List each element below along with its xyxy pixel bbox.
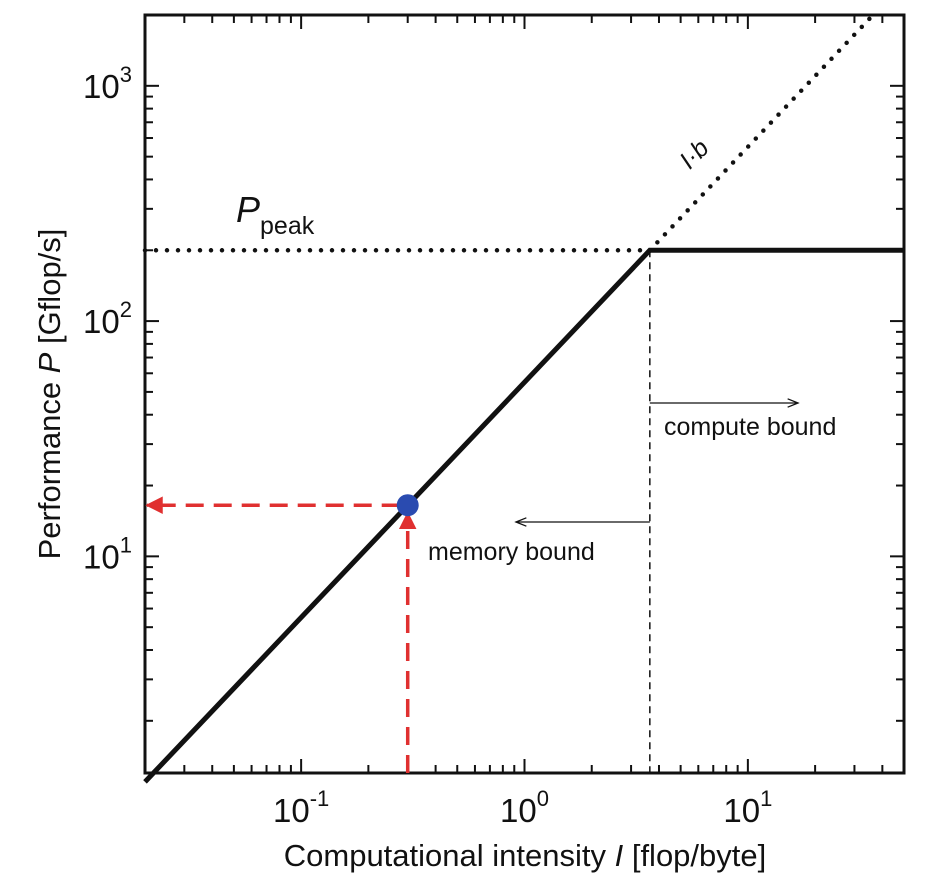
x-tick-label: 10-1 <box>273 786 329 829</box>
y-tick-label: 102 <box>83 297 132 340</box>
guide-lines <box>145 250 797 773</box>
series-lines <box>142 13 904 784</box>
peak-label: Ppeak <box>236 189 315 240</box>
y-tick-labels: 101 102 103 <box>83 62 132 576</box>
y-tick-label: 101 <box>83 532 132 575</box>
bandwidth-label: I·b <box>674 134 714 174</box>
memory-bound-label: memory bound <box>428 538 595 566</box>
roofline-line <box>143 247 904 784</box>
compute-bound-label: compute bound <box>664 413 836 441</box>
y-tick-label: 103 <box>83 62 132 105</box>
y-axis-label: Performance P [Gflop/s] <box>32 229 67 560</box>
x-axis-label: Computational intensity I [flop/byte] <box>284 838 767 873</box>
x-tick-labels: 10-1 100 101 <box>273 786 772 829</box>
x-tick-label: 100 <box>500 786 549 829</box>
axis-ticks <box>144 14 905 773</box>
bandwidth-extension-line <box>647 13 875 253</box>
x-tick-label: 101 <box>723 786 772 829</box>
example-point-marker <box>396 494 419 517</box>
